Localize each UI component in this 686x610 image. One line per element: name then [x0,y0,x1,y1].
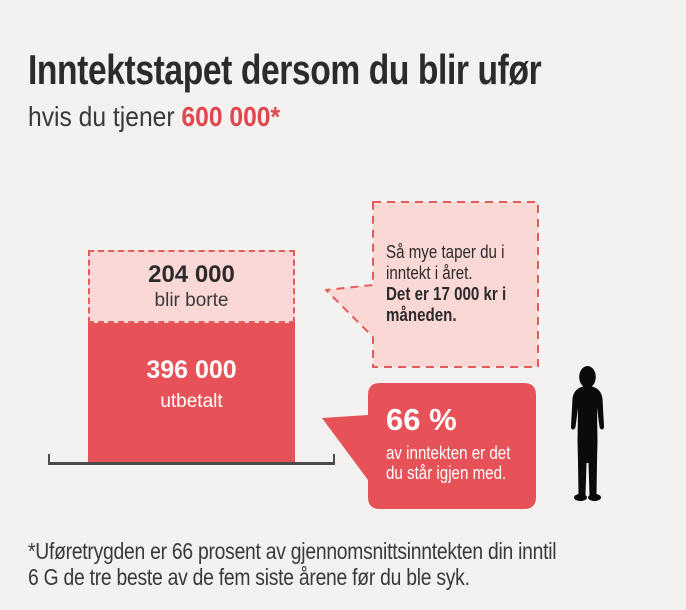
speech-bubble-loss-shape [325,201,539,368]
footnote: *Uføretrygden er 66 prosent av gjennomsn… [28,538,557,590]
loss-text-line1: Så mye taper du i [386,242,505,262]
lost-value: 204 000 [148,261,235,288]
person-silhouette-icon [570,366,605,502]
remain-text-line2: du står igjen med. [386,463,507,483]
loss-text-bold2: måneden. [386,305,457,325]
remain-headline: 66 % [386,402,457,437]
remain-text-line1: av inntekten er det [386,443,511,463]
page-subtitle: hvis du tjener 600 000* [28,101,280,133]
bar-segment-paid: 396 000 utbetalt [88,323,295,462]
subtitle-prefix: hvis du tjener [28,101,182,132]
speech-bubble-remain-text: av inntekten er det du står igjen med. [386,443,510,483]
paid-label: utbetalt [160,391,223,412]
speech-bubble-remain-shape [322,383,536,509]
footnote-line2: 6 G de tre beste av de fem siste årene f… [28,564,470,590]
lost-label: blir borte [154,290,229,311]
speech-bubble-loss-text: Så mye taper du i inntekt i året. Det er… [386,242,506,326]
loss-text-line2: inntekt i året. [386,263,473,283]
bar-segment-lost: 204 000 blir borte [88,250,295,323]
subtitle-amount: 600 000* [181,101,281,132]
paid-value: 396 000 [146,356,237,384]
loss-text-bold1: Det er 17 000 kr i [386,284,507,304]
footnote-line1: *Uføretrygden er 66 prosent av gjennomsn… [28,538,557,564]
bar-baseline-bracket [48,454,335,465]
page-title: Inntektstapet dersom du blir ufør [28,46,542,93]
